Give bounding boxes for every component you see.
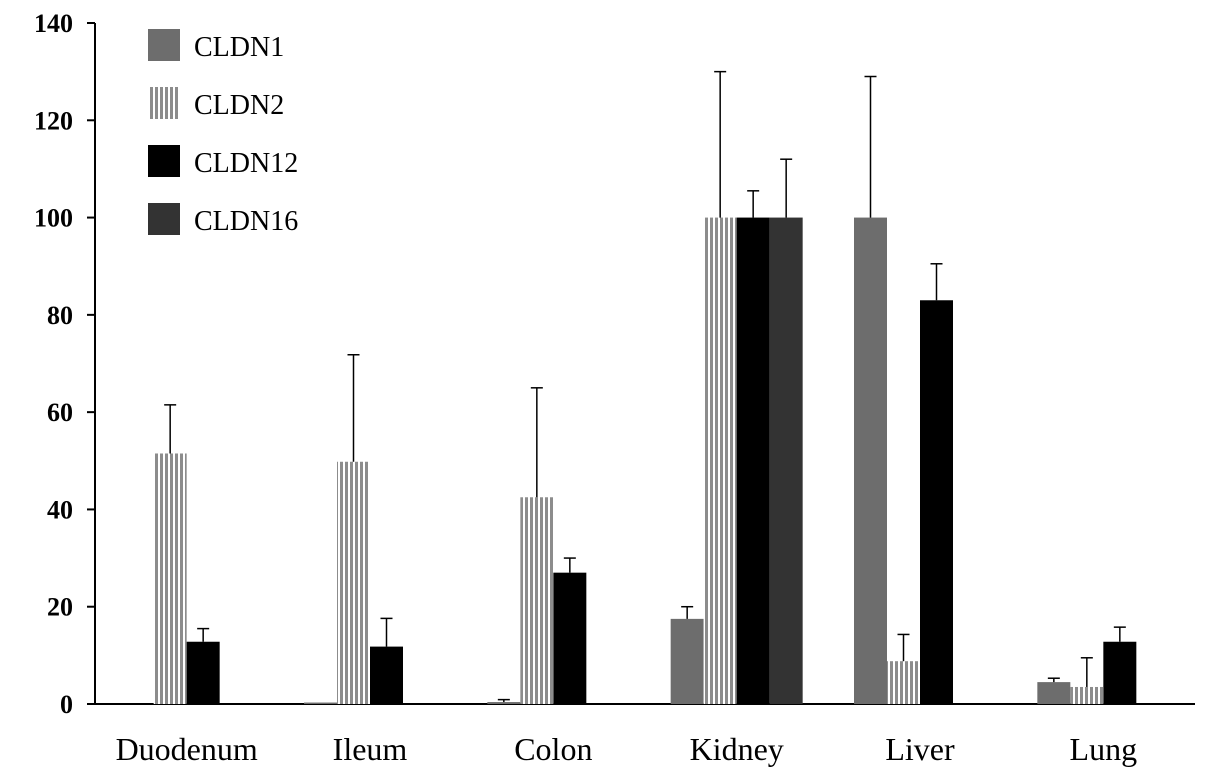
y-tick-label: 80: [47, 301, 73, 330]
bar: [304, 702, 337, 704]
bar: [153, 453, 187, 704]
bar: [1103, 641, 1137, 704]
legend-label: CLDN16: [194, 206, 298, 237]
y-tick-label: 60: [47, 398, 73, 427]
legend-label: CLDN12: [194, 148, 298, 179]
x-tick-label: Ileum: [333, 731, 408, 767]
y-tick-label: 140: [34, 9, 73, 38]
bar: [487, 702, 521, 704]
y-tick-label: 120: [34, 106, 73, 135]
y-tick-label: 0: [60, 690, 73, 719]
x-tick-label: Lung: [1070, 731, 1138, 767]
bar: [553, 572, 587, 704]
axes: [87, 22, 1195, 705]
y-tick-label: 100: [34, 204, 73, 233]
x-tick-label: Duodenum: [116, 731, 258, 767]
bar: [520, 497, 554, 704]
legend-swatch: [148, 145, 180, 177]
bar: [920, 300, 953, 704]
bar: [337, 461, 370, 704]
legend-swatch: [148, 203, 180, 235]
bar: [854, 217, 887, 705]
bar: [670, 618, 704, 704]
bar: [370, 646, 403, 704]
y-tick-label: 20: [47, 593, 73, 622]
bars: [153, 217, 1137, 705]
y-tick-label: 40: [47, 495, 73, 524]
bar: [887, 661, 920, 704]
legend-swatch: [148, 87, 180, 119]
bar: [186, 641, 220, 704]
bar: [1037, 682, 1071, 704]
x-tick-label: Colon: [514, 731, 592, 767]
x-tick-label: Liver: [885, 731, 955, 767]
legend-label: CLDN1: [194, 32, 284, 63]
error-bars: [164, 70, 1126, 703]
bar: [736, 217, 770, 705]
y-tick-labels: 0 20 40 60 80 100 120 140: [34, 9, 73, 719]
bar: [1070, 686, 1104, 704]
bar: [769, 217, 803, 705]
x-tick-labels: Duodenum Ileum Colon Kidney Liver Lung: [116, 731, 1138, 767]
bar: [703, 217, 737, 705]
legend-swatch: [148, 29, 180, 61]
legend: CLDN1 CLDN2 CLDN12 CLDN16: [148, 29, 298, 237]
x-tick-label: Kidney: [690, 731, 784, 767]
legend-label: CLDN2: [194, 90, 284, 121]
